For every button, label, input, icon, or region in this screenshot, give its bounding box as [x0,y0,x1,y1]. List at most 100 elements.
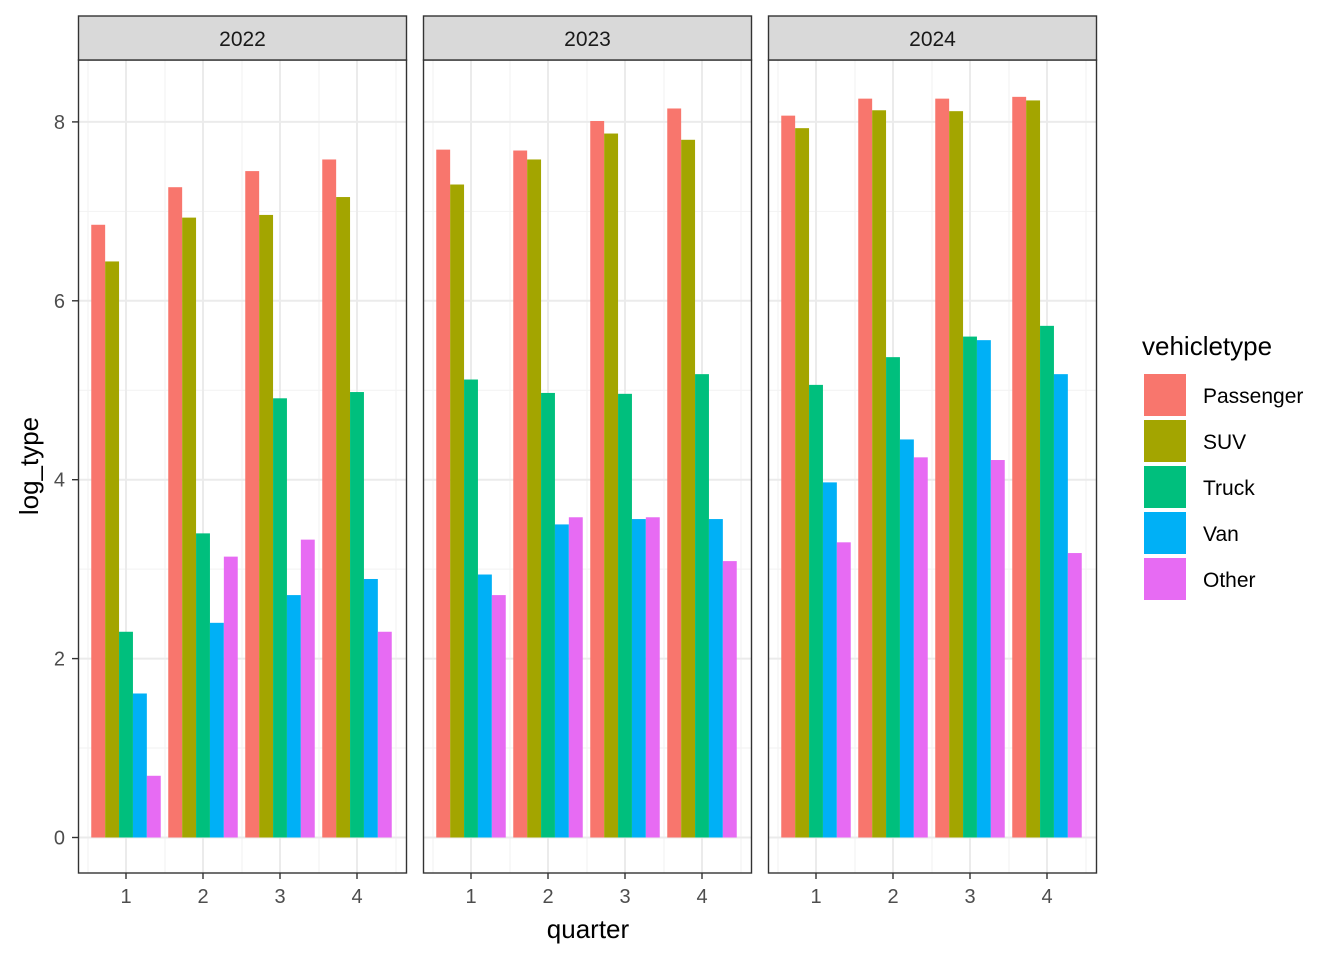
legend: vehicletype Passenger SUV Truck Van Other [1142,331,1303,600]
bar-2024-q1-truck [809,384,823,838]
y-tick-label: 8 [54,112,65,134]
bar-2024-q1-van [822,482,837,838]
bar-2024-q4-truck [1040,325,1054,838]
bar-2022-q3-suv [259,214,274,838]
legend-label-van: Van [1203,523,1239,546]
bar-2022-q1-passenger [91,224,106,838]
bar-2022-q4-suv [336,197,351,838]
y-tick-label: 0 [54,828,65,850]
legend-title: vehicletype [1142,331,1272,361]
y-tick-label: 2 [54,649,65,671]
x-tick-label: 3 [619,886,630,908]
bar-2023-q2-other [568,517,583,838]
x-tick-label: 1 [465,886,476,908]
x-tick-label: 4 [696,886,707,908]
legend-label-other: Other [1203,569,1256,592]
bar-2024-q1-passenger [781,115,796,838]
facet-panels: 2022 1 2 3 4 2023 1 2 3 4 2024 1 2 3 4 [77,15,1098,908]
bar-2022-q4-other [377,631,392,838]
bar-2022-q1-truck [119,631,133,838]
bar-2022-q2-truck [196,533,210,838]
y-axis-title: log_type [14,417,44,515]
bar-2022-q3-van [286,595,301,838]
x-tick-label: 2 [887,886,898,908]
bar-2023-q4-suv [681,139,696,838]
bar-2023-q4-passenger [667,108,682,838]
bar-2022-q3-other [300,539,315,838]
bar-2022-q4-van [363,578,378,838]
bar-2024-q1-suv [795,128,810,838]
facet-strip-label: 2024 [909,28,956,51]
bar-2023-q3-passenger [590,121,605,838]
x-tick-label: 2 [542,886,553,908]
legend-key-passenger [1144,374,1186,416]
x-tick-label: 2 [197,886,208,908]
x-tick-label: 1 [120,886,131,908]
bar-2023-q1-van [477,574,492,838]
facet-strip [77,15,408,61]
legend-label-truck: Truck [1203,477,1255,500]
x-tick-label: 1 [810,886,821,908]
bar-2023-q4-other [722,561,737,838]
bar-2023-q1-suv [450,184,465,838]
bar-2024-q3-truck [963,336,977,838]
legend-label-suv: SUV [1203,431,1246,454]
bar-2022-q3-truck [273,398,287,838]
x-tick-label: 3 [274,886,285,908]
facet-strip-label: 2022 [219,28,266,51]
bar-2023-q1-truck [464,379,478,838]
y-tick-label: 4 [54,470,65,492]
bar-2022-q1-van [132,693,147,838]
legend-key-truck [1144,466,1186,508]
bar-2024-q3-suv [949,111,964,838]
bar-2023-q2-van [554,524,569,838]
bar-2022-q1-other [146,775,161,838]
bar-2022-q2-other [223,556,238,838]
x-tick-label: 4 [1041,886,1052,908]
facet-panel-2022: 2022 1 2 3 4 [77,15,408,908]
bar-2022-q4-passenger [322,159,337,838]
bar-2024-q4-suv [1026,100,1041,838]
bar-2024-q3-van [976,340,991,838]
bar-2024-q2-truck [886,357,900,838]
bar-2022-q3-passenger [245,171,260,838]
bar-2023-q4-van [708,519,723,838]
bar-2024-q4-van [1053,374,1068,838]
x-axis-title: quarter [547,914,630,944]
legend-label-passenger: Passenger [1203,385,1303,408]
bar-2024-q4-passenger [1012,96,1027,838]
bar-2023-q4-truck [695,374,709,838]
bar-2024-q2-other [913,457,928,838]
facet-strip [767,15,1098,61]
bar-2024-q2-van [899,439,914,838]
bar-2022-q2-van [209,622,224,838]
bar-2023-q2-suv [527,159,542,838]
x-tick-label: 4 [351,886,362,908]
legend-key-van [1144,512,1186,554]
facet-panel-2023: 2023 1 2 3 4 [422,15,753,908]
bar-2024-q2-passenger [858,98,873,838]
facet-strip [422,15,753,61]
bar-2024-q2-suv [872,110,887,838]
y-tick-label: 6 [54,291,65,313]
legend-key-other [1144,558,1186,600]
bar-2023-q1-other [491,595,506,838]
bar-2022-q2-passenger [168,187,183,838]
facet-panel-2024: 2024 1 2 3 4 [767,15,1098,908]
legend-key-suv [1144,420,1186,462]
bar-2023-q3-truck [618,393,632,838]
bar-2022-q4-truck [350,392,364,838]
bar-2024-q3-other [990,460,1005,838]
bar-2023-q2-passenger [513,150,528,838]
facet-strip-label: 2023 [564,28,611,51]
bar-2024-q3-passenger [935,98,950,838]
bar-2023-q1-passenger [436,149,451,838]
bar-2023-q3-other [645,517,660,838]
bar-2022-q2-suv [182,217,197,838]
bar-2023-q3-van [631,519,646,838]
y-axis: 0 2 4 6 8 [54,112,78,850]
bar-2024-q1-other [836,542,851,838]
bar-2022-q1-suv [105,261,120,838]
bar-2024-q4-other [1067,553,1082,838]
